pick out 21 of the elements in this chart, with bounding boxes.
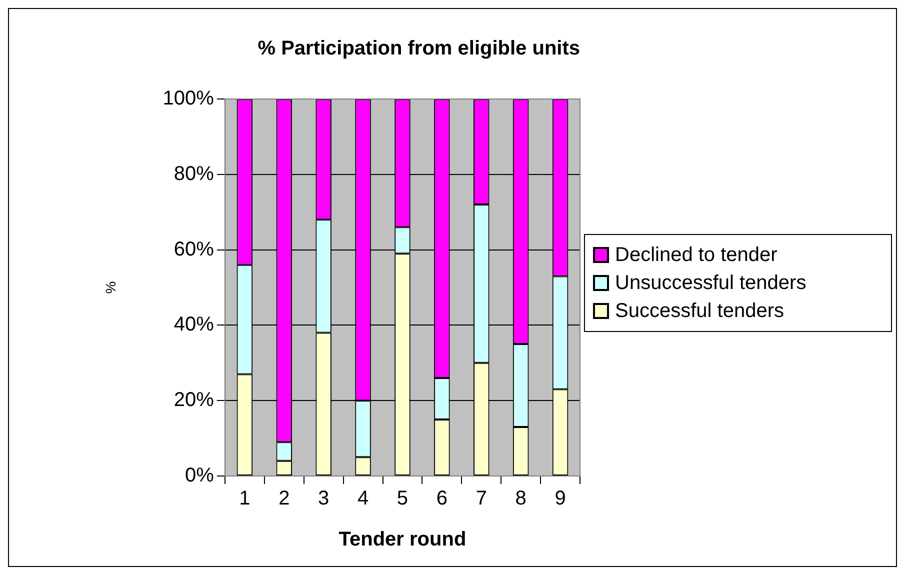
x-tick-label: 7 (476, 488, 487, 510)
y-tick-label: 80% (174, 162, 214, 185)
x-tick-label: 3 (318, 488, 330, 510)
x-tick-label: 9 (554, 488, 566, 510)
legend-label: Successful tenders (615, 298, 784, 324)
x-tick-label: 2 (278, 488, 290, 510)
x-tick-label: 5 (396, 488, 408, 510)
chart-title: % Participation from eligible units (258, 38, 580, 60)
legend-label: Declined to tender (615, 242, 778, 268)
y-tick-label: 20% (174, 389, 214, 412)
x-axis-title: Tender round (338, 528, 466, 551)
x-tick-label: 4 (357, 488, 369, 510)
y-tick-label: 0% (185, 464, 214, 487)
legend-label: Unsuccessful tenders (615, 270, 806, 296)
x-tick-label: 6 (436, 488, 448, 510)
y-tick-label: 40% (174, 314, 214, 336)
y-tick-label: 100% (162, 88, 214, 110)
x-tick-label: 1 (239, 488, 250, 510)
y-tick-label: 60% (174, 238, 214, 260)
x-tick-label: 8 (515, 488, 526, 510)
y-axis-title: % (102, 281, 118, 294)
